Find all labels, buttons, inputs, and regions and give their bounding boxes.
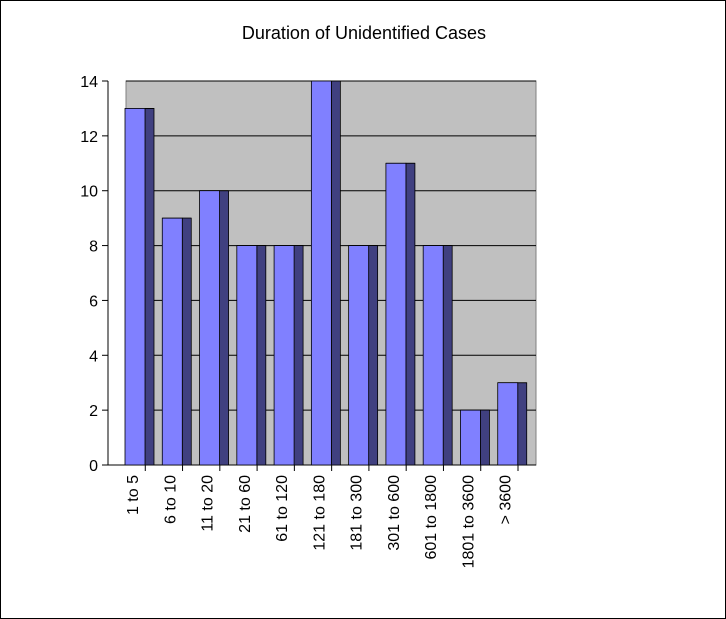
bar-side: [181, 217, 192, 466]
y-tick-label: 0: [89, 458, 98, 475]
bar-side: [219, 190, 229, 466]
bar: [124, 108, 155, 466]
bar-front: [273, 245, 295, 466]
y-tick-label: 12: [80, 129, 98, 146]
chart-title: Duration of Unidentified Cases: [241, 23, 487, 43]
bar: [497, 382, 528, 466]
bar-side: [405, 162, 416, 466]
bar-front: [199, 190, 220, 466]
x-tick-label: > 3600: [498, 475, 515, 524]
bar-front: [161, 217, 183, 466]
bar: [199, 190, 229, 466]
bar-front: [236, 245, 258, 466]
x-tick-label: 21 to 60: [237, 475, 254, 533]
y-axis-ticks: 0 2 4 6 8 10 12 14: [80, 74, 108, 475]
bar-front: [460, 409, 481, 466]
x-tick-label: 301 to 600: [386, 475, 403, 551]
bar-side: [517, 382, 528, 466]
x-axis-ticks: 1 to 5 6 to 10 11 to 20 21 to 60 61 to 120 12…: [125, 465, 519, 569]
x-tick-label: 11 to 20: [200, 475, 217, 532]
y-tick-label: 14: [80, 74, 98, 91]
x-tick-label: 121 to 180: [311, 475, 328, 551]
x-tick-label: 1 to 5: [125, 475, 142, 515]
bar: [273, 245, 304, 466]
bar-side: [293, 245, 304, 466]
bar-side: [330, 80, 341, 466]
bar-side: [480, 409, 490, 466]
y-tick-label: 2: [89, 403, 98, 420]
y-tick-label: 6: [89, 293, 98, 310]
bar: [348, 245, 379, 466]
x-tick-label: 601 to 1800: [423, 475, 440, 560]
bar-front: [348, 245, 370, 466]
x-tick-label: 181 to 300: [349, 475, 366, 551]
bar: [385, 162, 416, 466]
bar: [161, 217, 192, 466]
x-tick-label: 6 to 10: [162, 475, 179, 524]
bar: [460, 409, 490, 466]
bar-front: [124, 108, 146, 466]
y-tick-label: 8: [89, 239, 98, 256]
x-tick-label: 1801 to 3600: [460, 475, 477, 569]
bar-front: [422, 245, 444, 466]
bar: [422, 245, 453, 466]
bar-side: [442, 245, 453, 466]
bars: [124, 80, 528, 466]
bar-front: [310, 80, 332, 466]
bar-side: [256, 245, 267, 466]
bar: [236, 245, 267, 466]
y-tick-label: 10: [80, 184, 98, 201]
bar-side: [144, 108, 155, 466]
y-tick-label: 4: [89, 348, 98, 365]
bar-front: [385, 162, 407, 466]
bar: [310, 80, 341, 466]
bar-front: [497, 382, 519, 466]
bar-side: [368, 245, 379, 466]
x-tick-label: 61 to 120: [274, 475, 291, 542]
